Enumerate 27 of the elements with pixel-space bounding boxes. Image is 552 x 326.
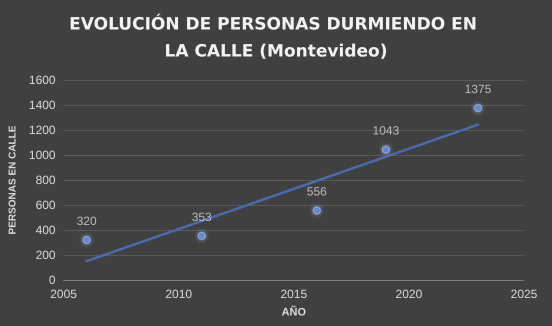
y-axis-title: PERSONAS EN CALLE <box>8 125 18 234</box>
point <box>382 146 390 154</box>
y-tick-label: 0 <box>48 273 56 287</box>
point <box>474 104 482 112</box>
y-tick-label: 800 <box>36 173 56 187</box>
y-tick-label: 1000 <box>28 148 56 162</box>
data-label: 1375 <box>464 82 492 96</box>
x-axis-title: AÑO <box>282 306 306 318</box>
x-tick-label: 2005 <box>50 287 78 301</box>
point <box>82 236 91 244</box>
data-label: 556 <box>306 184 328 198</box>
chart-title: EVOLUCIÓN DE PERSONAS DURMIENDO EN LA CALLE (Montevideo) <box>69 14 483 62</box>
point <box>198 232 206 240</box>
x-tick-label: 2010 <box>165 287 192 301</box>
y-tick-label: 1200 <box>28 123 56 137</box>
y-tick-label: 600 <box>36 198 56 212</box>
x-tick-label: 2020 <box>396 287 423 301</box>
x-tick-label: 2025 <box>510 287 538 301</box>
y-tick-label: 400 <box>36 223 56 237</box>
y-tick-label: 200 <box>36 248 56 262</box>
y-tick-label: 1400 <box>28 98 56 112</box>
data-label: 320 <box>76 214 97 228</box>
data-label: 1043 <box>372 124 400 138</box>
point <box>312 206 321 214</box>
x-tick-label: 2015 <box>280 287 308 301</box>
data-label: 353 <box>192 210 212 224</box>
y-tick-label: 1600 <box>28 73 56 87</box>
